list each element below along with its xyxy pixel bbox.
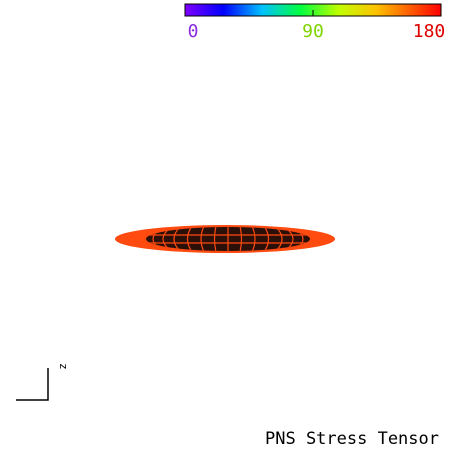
- tick-label: 0: [188, 21, 199, 42]
- tick-label: 90: [302, 21, 324, 42]
- ellipsoid: [115, 225, 335, 253]
- axis-triad: [16, 368, 49, 401]
- tick-label: 180: [413, 21, 446, 42]
- title: PNS Stress Tensor: [265, 429, 439, 449]
- colorbar-ticks: 0 90 180: [184, 10, 446, 42]
- axis-label: z: [57, 363, 70, 370]
